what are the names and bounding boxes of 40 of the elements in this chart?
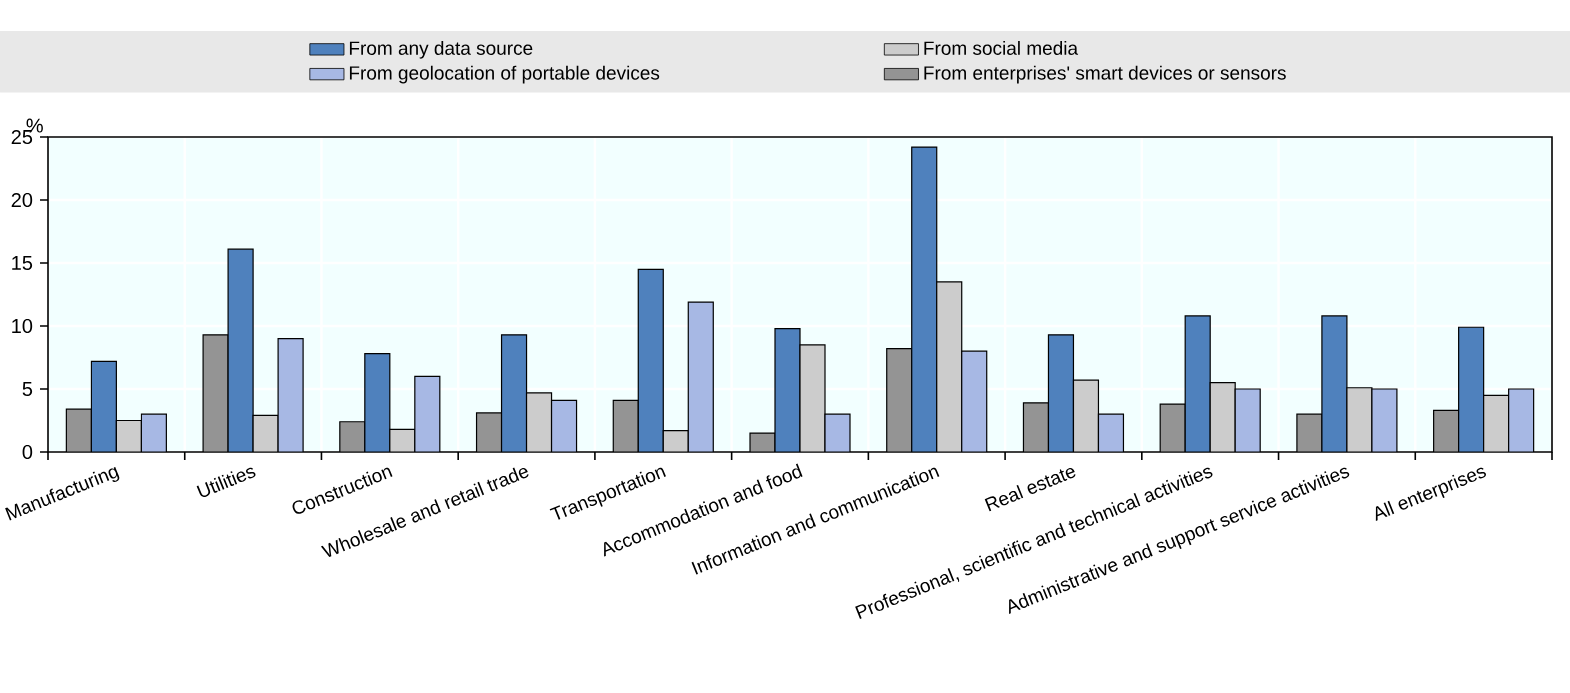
y-tick-label: 0 [22, 444, 33, 460]
legend-label: From enterprises' smart devices or sensors [924, 65, 1286, 84]
bar [339, 421, 366, 452]
bar [550, 399, 578, 452]
bar [475, 412, 503, 452]
bar [1022, 402, 1050, 452]
bar [227, 248, 254, 452]
bar [637, 268, 664, 452]
bar [1159, 403, 1186, 452]
bar [886, 348, 913, 452]
y-tick-label: 5 [22, 382, 33, 396]
legend-label: From any data source [349, 40, 533, 59]
bar [1184, 315, 1211, 452]
bar [1234, 388, 1261, 452]
bar [140, 413, 167, 452]
bar [687, 301, 714, 452]
bar [911, 146, 938, 452]
bar [90, 360, 117, 452]
bar [414, 375, 441, 452]
x-tick-label: Real estate [984, 468, 1076, 512]
bar [1508, 388, 1535, 452]
bar [961, 350, 988, 452]
y-tick-label: 15 [12, 256, 33, 270]
bar [1321, 315, 1348, 452]
bar [774, 327, 801, 452]
legend-label: From social media [924, 40, 1079, 55]
bar [1047, 334, 1075, 452]
bar [1458, 326, 1485, 452]
bar [202, 334, 229, 452]
y-tick-label: 20 [11, 192, 33, 208]
bar [1097, 413, 1125, 452]
bar [65, 408, 92, 452]
x-tick-label: Utilities [196, 467, 256, 497]
bar [500, 334, 528, 452]
bar [1433, 409, 1460, 452]
bar [364, 353, 391, 452]
bar [277, 338, 304, 452]
legend-label: From geolocation of portable devices [349, 65, 660, 84]
y-tick-label: 10 [12, 318, 33, 334]
bar [612, 399, 639, 452]
